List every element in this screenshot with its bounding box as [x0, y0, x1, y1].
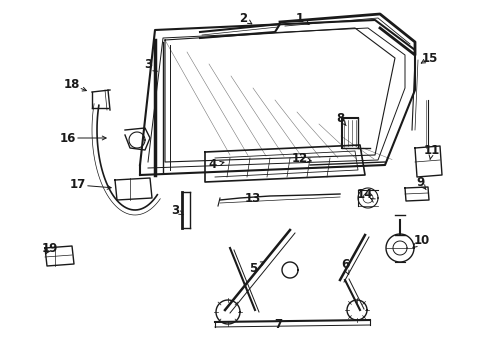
Text: 5: 5 — [249, 261, 257, 274]
Text: 15: 15 — [422, 51, 438, 64]
Text: 3: 3 — [171, 203, 179, 216]
Text: 7: 7 — [274, 319, 282, 332]
Text: 19: 19 — [42, 242, 58, 255]
Text: 1: 1 — [296, 12, 304, 24]
Text: 3: 3 — [144, 58, 152, 72]
Text: 14: 14 — [357, 189, 373, 202]
Text: 6: 6 — [341, 258, 349, 271]
Text: 13: 13 — [245, 192, 261, 204]
Text: 11: 11 — [424, 144, 440, 157]
Text: 12: 12 — [292, 152, 308, 165]
Text: 2: 2 — [239, 12, 247, 24]
Text: 8: 8 — [336, 112, 344, 125]
Text: 16: 16 — [60, 131, 76, 144]
Text: 17: 17 — [70, 179, 86, 192]
Text: 18: 18 — [64, 78, 80, 91]
Text: 9: 9 — [416, 175, 424, 189]
Text: 10: 10 — [414, 234, 430, 247]
Text: 4: 4 — [209, 158, 217, 171]
